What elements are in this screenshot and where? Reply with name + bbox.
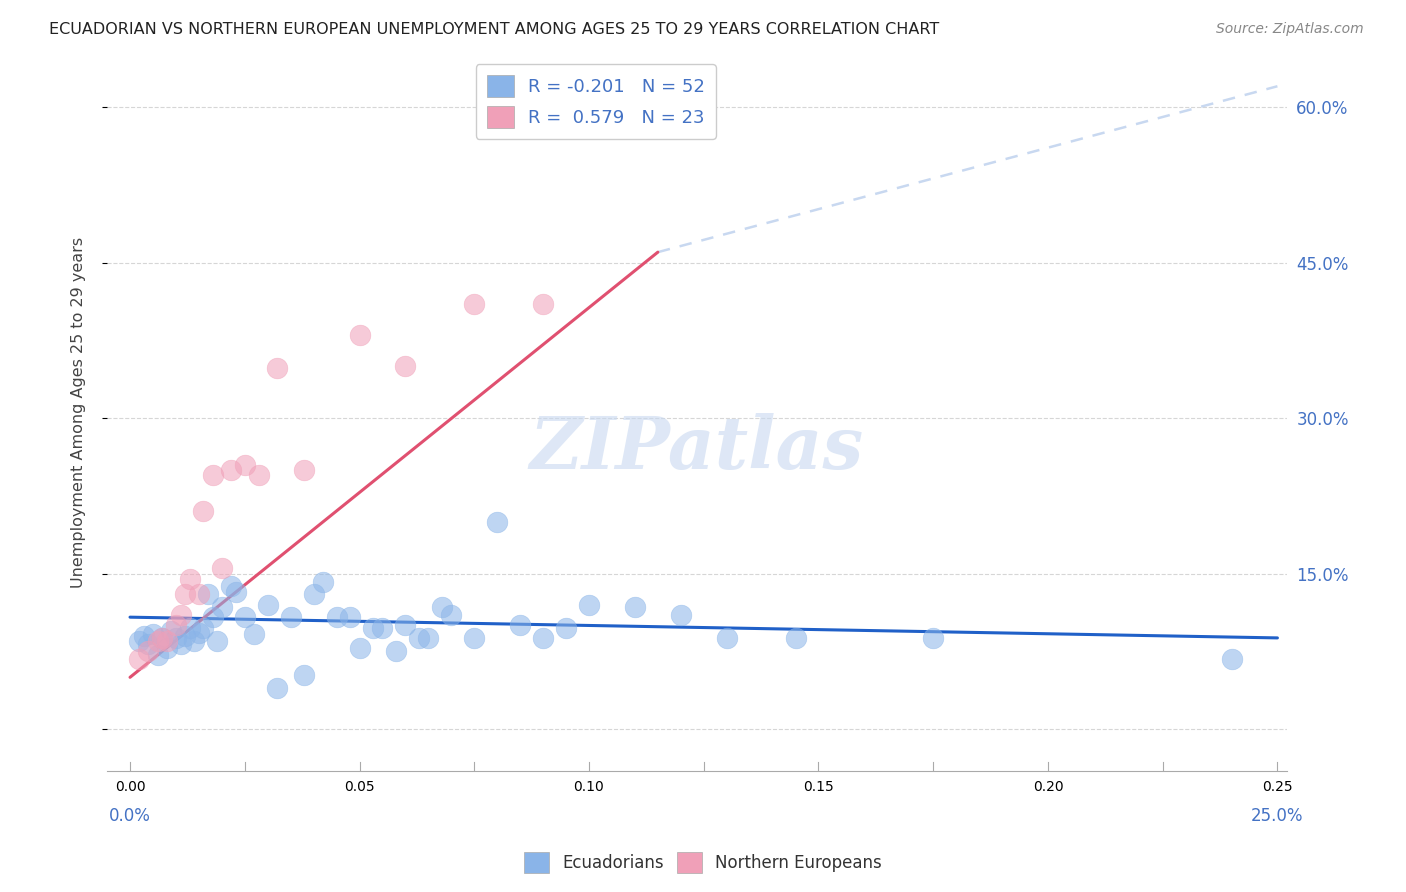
- Point: [156, 641, 179, 656]
- Point: [211, 599, 233, 614]
- Point: [624, 599, 647, 614]
- Point: [142, 626, 165, 640]
- Point: [132, 629, 155, 643]
- Point: [247, 468, 270, 483]
- Point: [187, 587, 209, 601]
- Text: ECUADORIAN VS NORTHERN EUROPEAN UNEMPLOYMENT AMONG AGES 25 TO 29 YEARS CORRELATI: ECUADORIAN VS NORTHERN EUROPEAN UNEMPLOY…: [49, 22, 939, 37]
- Point: [463, 631, 485, 645]
- Point: [179, 621, 201, 635]
- Point: [531, 297, 554, 311]
- Point: [463, 297, 485, 311]
- Point: [193, 504, 215, 518]
- Point: [146, 634, 169, 648]
- Point: [349, 641, 371, 656]
- Point: [150, 631, 173, 645]
- Point: [509, 618, 531, 632]
- Point: [165, 618, 187, 632]
- Point: [165, 631, 187, 645]
- Point: [128, 634, 150, 648]
- Point: [256, 598, 278, 612]
- Point: [385, 644, 408, 658]
- Point: [211, 561, 233, 575]
- Text: 0.0%: 0.0%: [110, 807, 150, 825]
- Point: [266, 361, 288, 376]
- Point: [394, 618, 416, 632]
- Point: [169, 608, 191, 623]
- Point: [339, 610, 361, 624]
- Point: [225, 585, 247, 599]
- Point: [440, 608, 463, 623]
- Legend: R = -0.201   N = 52, R =  0.579   N = 23: R = -0.201 N = 52, R = 0.579 N = 23: [475, 64, 716, 139]
- Point: [233, 610, 256, 624]
- Point: [361, 621, 384, 635]
- Point: [349, 328, 371, 343]
- Point: [408, 631, 430, 645]
- Point: [669, 608, 692, 623]
- Point: [156, 634, 179, 648]
- Point: [174, 587, 197, 601]
- Point: [716, 631, 738, 645]
- Point: [219, 463, 242, 477]
- Point: [555, 105, 578, 120]
- Point: [1220, 651, 1243, 665]
- Point: [233, 458, 256, 472]
- Point: [430, 599, 453, 614]
- Point: [486, 515, 509, 529]
- Text: Source: ZipAtlas.com: Source: ZipAtlas.com: [1216, 22, 1364, 37]
- Point: [578, 598, 600, 612]
- Point: [146, 648, 169, 662]
- Point: [243, 626, 266, 640]
- Point: [371, 621, 394, 635]
- Text: ZIPatlas: ZIPatlas: [530, 413, 863, 484]
- Point: [785, 631, 807, 645]
- Legend: Ecuadorians, Northern Europeans: Ecuadorians, Northern Europeans: [517, 846, 889, 880]
- Point: [197, 587, 219, 601]
- Point: [201, 468, 224, 483]
- Point: [193, 621, 215, 635]
- Point: [128, 651, 150, 665]
- Point: [294, 668, 316, 682]
- Point: [138, 644, 160, 658]
- Y-axis label: Unemployment Among Ages 25 to 29 years: Unemployment Among Ages 25 to 29 years: [72, 237, 86, 589]
- Point: [201, 610, 224, 624]
- Point: [187, 625, 209, 640]
- Point: [394, 359, 416, 374]
- Point: [183, 634, 205, 648]
- Point: [150, 631, 173, 645]
- Point: [219, 579, 242, 593]
- Point: [555, 621, 578, 635]
- Point: [325, 610, 347, 624]
- Point: [312, 574, 335, 589]
- Point: [179, 572, 201, 586]
- Point: [160, 624, 183, 638]
- Point: [302, 587, 325, 601]
- Point: [531, 631, 554, 645]
- Point: [280, 610, 302, 624]
- Point: [418, 631, 440, 645]
- Point: [169, 637, 191, 651]
- Point: [294, 463, 316, 477]
- Text: 25.0%: 25.0%: [1251, 807, 1303, 825]
- Point: [138, 637, 160, 651]
- Point: [174, 629, 197, 643]
- Point: [266, 681, 288, 695]
- Point: [205, 634, 228, 648]
- Point: [922, 631, 945, 645]
